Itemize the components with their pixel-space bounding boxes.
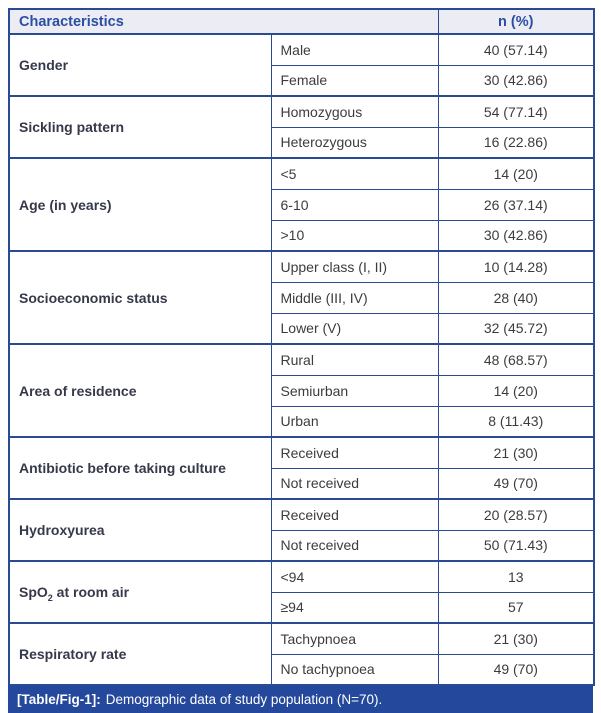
value-cell: 30 (42.86) <box>437 219 595 252</box>
value-cell: 49 (70) <box>437 467 595 500</box>
table-body: Gender Male 40 (57.14) Female 30 (42.86) Sick… <box>8 33 595 686</box>
value-cell: 49 (70) <box>437 653 595 686</box>
table-row: SpO2 at room air <94 13 <box>8 560 595 624</box>
value-cell: 10 (14.28) <box>437 250 595 283</box>
category-cell: Rural <box>270 343 439 376</box>
category-cell: Female <box>270 64 439 97</box>
characteristic-group-label: Respiratory rate <box>8 622 272 686</box>
characteristic-group-label: Area of residence <box>8 343 272 438</box>
table-figure: Characteristics n (%) Gender Male 40 (57.1… <box>8 8 595 713</box>
category-cell: 6-10 <box>270 188 439 221</box>
table-row: No tachypnoea 49 (70) <box>9 653 595 686</box>
value-cell: 57 <box>437 591 595 624</box>
category-cell: Tachypnoea <box>270 622 439 655</box>
header-row: Characteristics n (%) <box>8 8 595 35</box>
column-header-characteristics: Characteristics <box>8 8 439 35</box>
table-row: Semiurban 14 (20) <box>9 374 595 407</box>
value-cell: 8 (11.43) <box>437 405 595 438</box>
characteristic-group-label: Sickling pattern <box>8 95 272 159</box>
category-cell: Received <box>270 436 439 469</box>
category-cell: Male <box>270 33 439 66</box>
table-row: 6-10 26 (37.14) <box>9 188 595 221</box>
characteristic-group-label: SpO2 at room air <box>8 560 272 624</box>
category-cell: No tachypnoea <box>270 653 439 686</box>
table-row: Age (in years) <5 14 (20) <box>8 157 595 252</box>
characteristic-group-label: Hydroxyurea <box>8 498 272 562</box>
category-cell: Middle (III, IV) <box>270 281 439 314</box>
category-cell: Not received <box>270 529 439 562</box>
table-row: Sickling pattern Homozygous 54 (77.14) <box>8 95 595 159</box>
table-caption: [Table/Fig-1]: Demographic data of study … <box>8 686 593 713</box>
value-cell: 26 (37.14) <box>437 188 595 221</box>
demographics-table: Characteristics n (%) Gender Male 40 (57.1… <box>8 8 595 686</box>
category-cell: Urban <box>270 405 439 438</box>
value-cell: 50 (71.43) <box>437 529 595 562</box>
table-row: Middle (III, IV) 28 (40) <box>9 281 595 314</box>
table-caption-text: Demographic data of study population (N=… <box>105 692 383 707</box>
table-row: Hydroxyurea Received 20 (28.57) <box>8 498 595 562</box>
category-cell: >10 <box>270 219 439 252</box>
characteristic-group-label: Socioeconomic status <box>8 250 272 345</box>
category-cell: Heterozygous <box>270 126 439 159</box>
table-row: Lower (V) 32 (45.72) <box>9 312 595 345</box>
value-cell: 40 (57.14) <box>437 33 595 66</box>
value-cell: 16 (22.86) <box>437 126 595 159</box>
table-row: Socioeconomic status Upper class (I, II) 1… <box>8 250 595 345</box>
characteristic-group-label: Gender <box>8 33 272 97</box>
category-cell: <94 <box>270 560 439 593</box>
table-row: Area of residence Rural 48 (68.57) <box>8 343 595 438</box>
subscript: 2 <box>47 592 53 603</box>
table-row: >10 30 (42.86) <box>9 219 595 252</box>
category-cell: Received <box>270 498 439 531</box>
value-cell: 21 (30) <box>437 622 595 655</box>
value-cell: 13 <box>437 560 595 593</box>
category-cell: Semiurban <box>270 374 439 407</box>
table-row: Female 30 (42.86) <box>9 64 595 97</box>
category-cell: Upper class (I, II) <box>270 250 439 283</box>
category-cell: <5 <box>270 157 439 190</box>
value-cell: 32 (45.72) <box>437 312 595 345</box>
table-row: Gender Male 40 (57.14) <box>8 33 595 97</box>
value-cell: 21 (30) <box>437 436 595 469</box>
value-cell: 14 (20) <box>437 374 595 407</box>
table-row: ≥94 57 <box>9 591 595 624</box>
value-cell: 54 (77.14) <box>437 95 595 128</box>
category-cell: Homozygous <box>270 95 439 128</box>
value-cell: 30 (42.86) <box>437 64 595 97</box>
category-cell: Lower (V) <box>270 312 439 345</box>
characteristic-group-label: Antibiotic before taking culture <box>8 436 272 500</box>
column-header-n-percent: n (%) <box>437 8 595 35</box>
table-row: Urban 8 (11.43) <box>9 405 595 438</box>
table-row: Antibiotic before taking culture Received… <box>8 436 595 500</box>
value-cell: 20 (28.57) <box>437 498 595 531</box>
category-cell: ≥94 <box>270 591 439 624</box>
value-cell: 28 (40) <box>437 281 595 314</box>
table-caption-tag: [Table/Fig-1]: <box>17 692 101 707</box>
characteristic-group-label: Age (in years) <box>8 157 272 252</box>
category-cell: Not received <box>270 467 439 500</box>
value-cell: 14 (20) <box>437 157 595 190</box>
table-row: Not received 50 (71.43) <box>9 529 595 562</box>
value-cell: 48 (68.57) <box>437 343 595 376</box>
table-row: Respiratory rate Tachypnoea 21 (30) <box>8 622 595 686</box>
